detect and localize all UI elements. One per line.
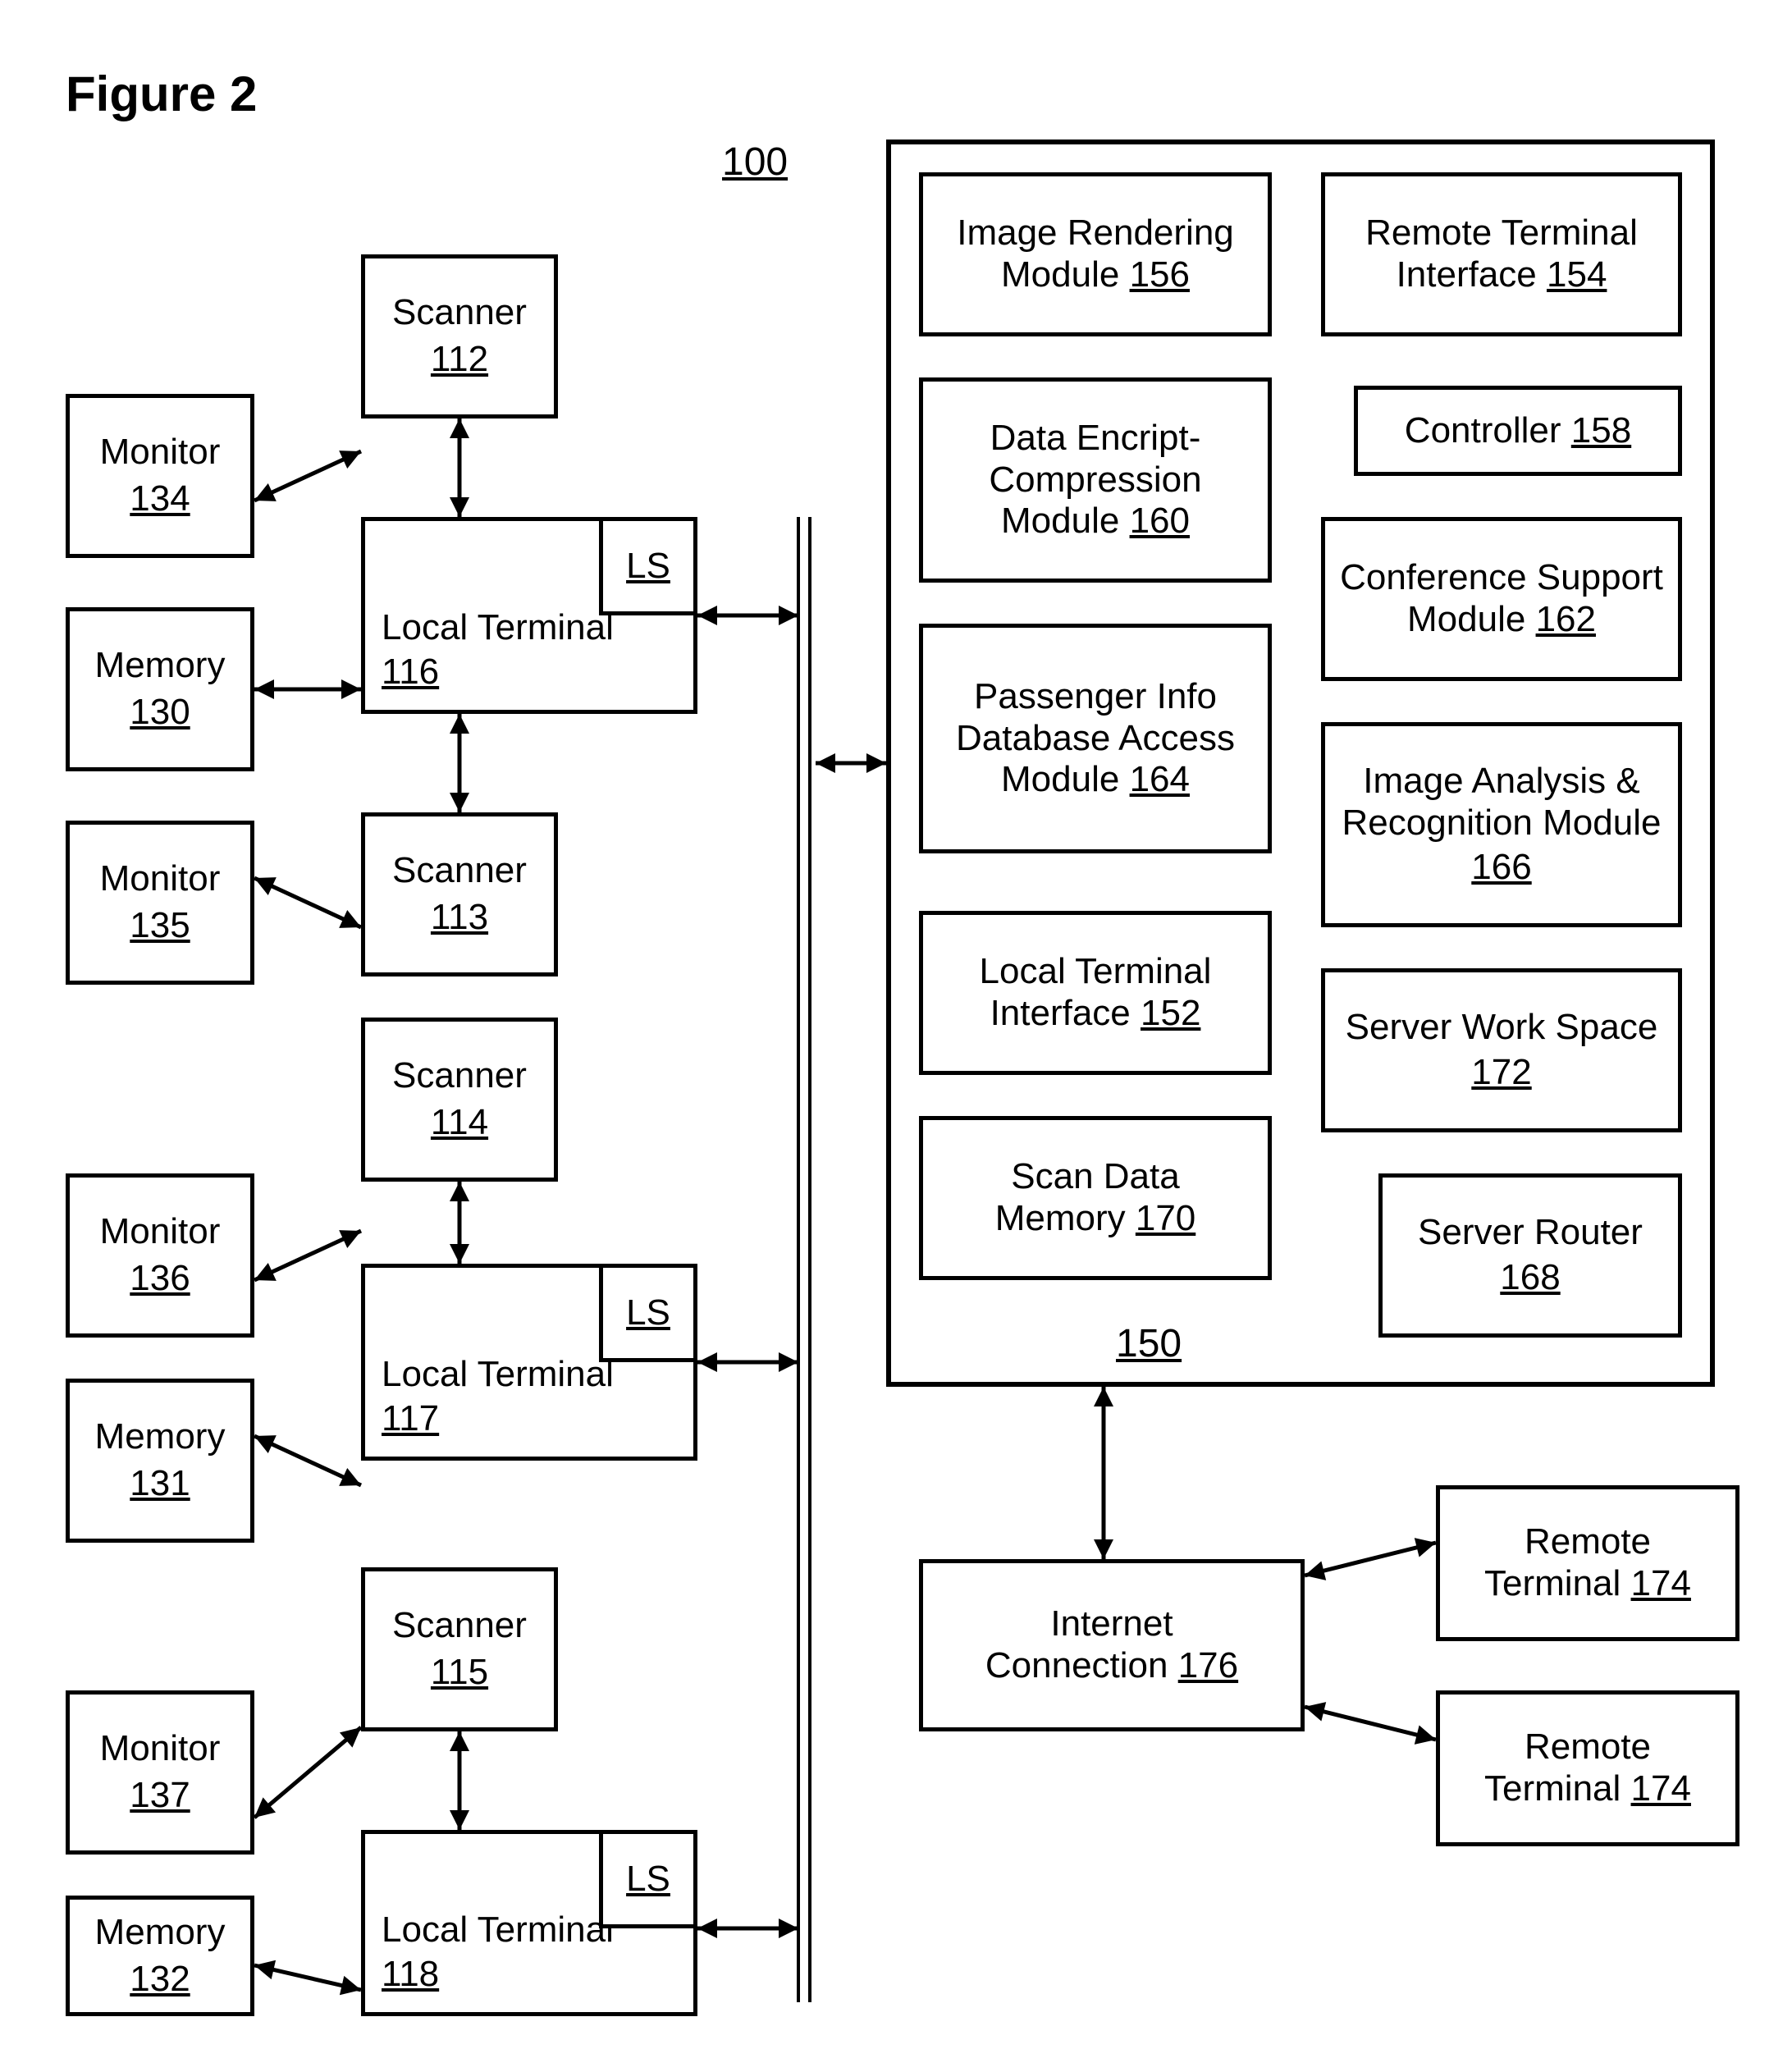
remote-terminal-interface-154: Remote Terminal Interface 154 (1321, 172, 1682, 336)
scanner-114: Scanner 114 (361, 1018, 558, 1182)
ls-118: LS (599, 1830, 697, 1928)
memory-131: Memory 131 (66, 1379, 254, 1543)
monitor-137: Monitor 137 (66, 1690, 254, 1855)
monitor-134: Monitor 134 (66, 394, 254, 558)
passenger-info-db-access-module-164: Passenger Info Database Access Module 16… (919, 624, 1272, 853)
scanner-113: Scanner 113 (361, 812, 558, 976)
server-work-space-172: Server Work Space 172 (1321, 968, 1682, 1132)
memory-132: Memory 132 (66, 1896, 254, 2016)
ls-116: LS (599, 517, 697, 615)
internet-connection-176: Internet Connection 176 (919, 1559, 1305, 1731)
ls-117: LS (599, 1264, 697, 1362)
image-rendering-module-156: Image Rendering Module 156 (919, 172, 1272, 336)
image-analysis-recognition-module-166: Image Analysis & Recognition Module 166 (1321, 722, 1682, 927)
conference-support-module-162: Conference Support Module 162 (1321, 517, 1682, 681)
monitor-136: Monitor 136 (66, 1173, 254, 1338)
monitor-135: Monitor 135 (66, 821, 254, 985)
scanner-112: Scanner 112 (361, 254, 558, 418)
controller-158: Controller 158 (1354, 386, 1682, 476)
ref-150: 150 (1116, 1321, 1182, 1366)
local-terminal-interface-152: Local Terminal Interface 152 (919, 911, 1272, 1075)
server-router-168: Server Router 168 (1378, 1173, 1682, 1338)
scan-data-memory-170: Scan Data Memory 170 (919, 1116, 1272, 1280)
data-encript-compression-module-160: Data Encript- Compression Module 160 (919, 377, 1272, 583)
figure-title: Figure 2 (66, 66, 257, 122)
ref-100: 100 (722, 139, 788, 185)
scanner-115: Scanner 115 (361, 1567, 558, 1731)
memory-130: Memory 130 (66, 607, 254, 771)
remote-terminal-174-a: Remote Terminal 174 (1436, 1485, 1739, 1641)
remote-terminal-174-b: Remote Terminal 174 (1436, 1690, 1739, 1846)
diagram-canvas: Figure 2 100 Monitor 134 Memory 130 Moni… (33, 33, 1759, 2016)
